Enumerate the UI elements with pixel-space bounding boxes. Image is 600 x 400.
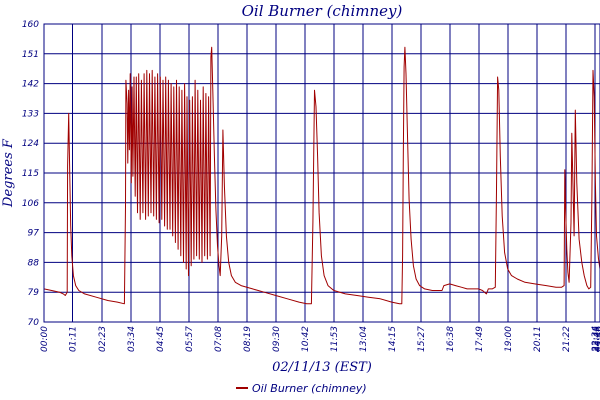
x-tick-label: 09:30	[272, 326, 282, 352]
x-tick-label: 14:15	[388, 326, 398, 352]
x-tick-label: 11:53	[330, 326, 340, 352]
x-axis-label: 02/11/13 (EST)	[272, 360, 372, 375]
x-tick-label: 02:23	[98, 326, 108, 352]
y-tick-label: 142	[22, 80, 39, 90]
x-tick-label: 20:11	[533, 326, 543, 352]
y-tick-label: 106	[22, 199, 39, 209]
y-tick-label: 97	[28, 229, 40, 239]
x-tick-label: 04:45	[156, 326, 166, 352]
x-tick-label: 23:46	[594, 326, 600, 352]
y-tick-label: 160	[22, 20, 39, 30]
x-tick-label: 15:27	[417, 326, 427, 352]
x-tick-label: 01:11	[69, 326, 79, 352]
x-tick-label: 10:42	[301, 326, 311, 352]
y-tick-label: 70	[28, 318, 40, 328]
legend-label: Oil Burner (chimney)	[252, 382, 367, 395]
x-tick-label: 17:49	[475, 326, 485, 352]
x-tick-label: 03:34	[127, 326, 137, 352]
legend: Oil Burner (chimney)	[236, 382, 367, 395]
x-tick-label: 23:59	[596, 326, 600, 352]
x-tick-label: 13:04	[359, 326, 369, 352]
plot-frame	[43, 23, 600, 323]
series-group	[43, 46, 600, 305]
y-tick-label: 115	[22, 169, 39, 179]
x-tick-label: 05:57	[185, 326, 195, 352]
y-tick-label: 79	[28, 288, 40, 298]
x-axis-ticks: 00:00 01:11 02:23 03:34 04:45 05:57 07:08 08:19…	[40, 326, 600, 352]
x-tick-label: 23:45	[592, 326, 600, 352]
x-tick-label: 08:19	[243, 326, 253, 352]
y-axis-label: Degrees F	[1, 138, 16, 208]
y-tick-label: 151	[22, 50, 39, 60]
y-tick-label: 133	[22, 109, 39, 119]
x-tick-label: 22:34	[591, 326, 600, 352]
series-line-oil-burner	[43, 46, 600, 305]
x-tick-label: 07:08	[214, 326, 224, 352]
x-tick-label: 21:22	[562, 326, 572, 352]
y-tick-label: 124	[22, 139, 39, 149]
x-tick-label: 19:00	[504, 326, 514, 352]
x-tick-label: 16:38	[446, 326, 456, 352]
chart-title: Oil Burner (chimney)	[242, 2, 403, 20]
y-axis-ticks: 70 79 88 97 106 115 124 133 142 151 160	[22, 20, 39, 328]
x-tick-label: 00:00	[40, 326, 50, 352]
y-tick-label: 88	[28, 258, 40, 268]
